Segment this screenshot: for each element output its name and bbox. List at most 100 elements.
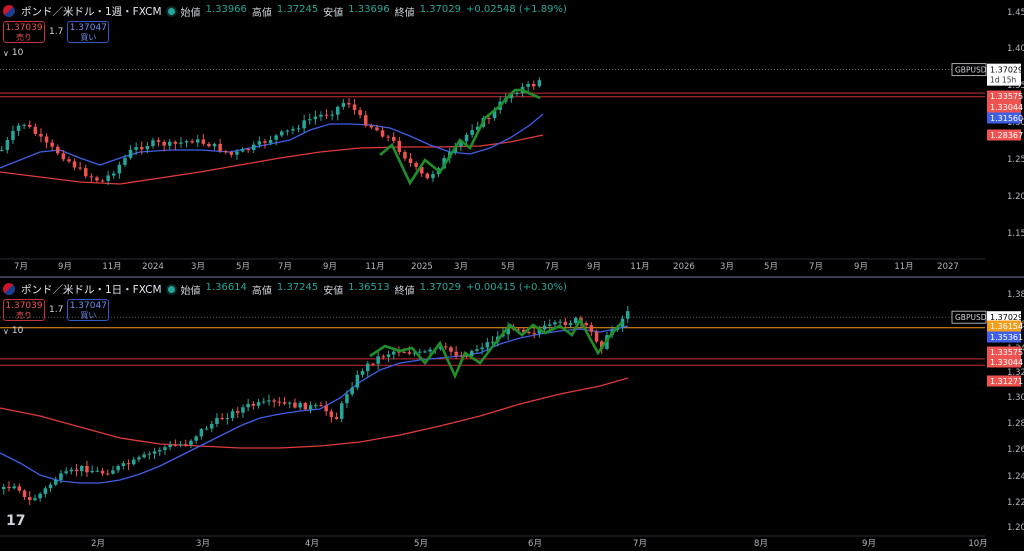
- indicator-price-tag: [987, 375, 1021, 387]
- candle-body: [163, 447, 167, 451]
- candle-body: [22, 490, 27, 498]
- pane-divider[interactable]: [0, 276, 1024, 278]
- candle-body: [485, 342, 490, 348]
- candle-body: [423, 351, 427, 353]
- candle-body: [218, 143, 222, 152]
- candle-body: [288, 402, 292, 404]
- candle-body: [470, 350, 474, 357]
- time-axis-label: 10月: [968, 539, 987, 549]
- candle-body: [256, 402, 261, 406]
- candle-body: [59, 473, 63, 480]
- indicator-price-tag: [987, 331, 1021, 343]
- price-axis-label: 1.22000: [1007, 498, 1024, 508]
- candle-body: [345, 394, 349, 404]
- candle-body: [225, 418, 230, 420]
- candle-body: [121, 463, 126, 467]
- indicator-price-tag: [987, 112, 1021, 124]
- candle-body: [54, 479, 58, 485]
- candle-body: [246, 403, 250, 408]
- candle-body: [319, 405, 323, 407]
- indicator-price-tag: [987, 356, 1021, 368]
- candle-body: [298, 402, 302, 408]
- candle-body: [56, 146, 60, 154]
- candle-body: [558, 321, 562, 323]
- daily-ohlc-values: 始値 1.36614 高値 1.37245 安値 1.36513 終値 1.37029 …: [181, 282, 567, 297]
- candle-body: [67, 159, 71, 162]
- candle-body: [11, 130, 15, 141]
- candle-body: [414, 163, 418, 167]
- candle-body: [235, 151, 239, 155]
- candle-body: [100, 470, 105, 474]
- daily-indicator-toggle[interactable]: ∨ 10: [3, 326, 23, 336]
- candle-body: [449, 347, 453, 352]
- weekly-buy-button[interactable]: 1.37047 買い: [67, 21, 110, 43]
- short-moving-average-line: [0, 113, 544, 169]
- daily-sell-button[interactable]: 1.37039 売り: [3, 299, 45, 321]
- symbol-tag-text: GBPUSD: [955, 313, 987, 322]
- candle-body: [215, 417, 219, 424]
- candle-body: [568, 323, 573, 326]
- candle-body: [64, 471, 68, 474]
- indicator-count: 10: [11, 326, 24, 336]
- candle-body: [190, 141, 194, 143]
- time-axis-label: 9月: [862, 539, 876, 549]
- candle-body: [366, 363, 370, 372]
- weekly-chart-pane[interactable]: 1.450001.400001.350001.300001.250001.200…: [0, 0, 1024, 276]
- candle-body: [480, 347, 484, 350]
- weekly-symbol-title[interactable]: ポンド／米ドル・1週・FXCM: [21, 5, 162, 18]
- gbp-usd-flag-icon: [3, 5, 15, 17]
- candle-body: [594, 331, 599, 342]
- time-axis-label: 2025: [411, 262, 433, 272]
- sell-label: 売り: [16, 33, 32, 42]
- weekly-chart-canvas[interactable]: 1.450001.400001.350001.300001.250001.200…: [0, 0, 1024, 276]
- candle-body: [308, 119, 312, 121]
- time-axis-label: 11月: [365, 262, 384, 272]
- sell-price: 1.37039: [5, 23, 43, 33]
- open-label: 始値: [180, 285, 201, 297]
- candle-body: [140, 147, 144, 150]
- time-axis-label: 7月: [14, 262, 28, 272]
- low-value: 1.36513: [348, 281, 390, 293]
- tradingview-logo-icon[interactable]: 17: [6, 513, 26, 529]
- candle-body: [291, 128, 295, 131]
- candle-body: [532, 84, 536, 87]
- candle-body: [230, 411, 235, 419]
- weekly-sell-button[interactable]: 1.37039 売り: [3, 21, 45, 43]
- time-axis-label: 5月: [764, 262, 778, 272]
- candle-body: [268, 139, 273, 143]
- open-value: 1.36614: [205, 281, 247, 293]
- time-axis-label: 2027: [937, 262, 959, 272]
- candle-body: [272, 400, 276, 402]
- candle-body: [204, 428, 209, 430]
- daily-buy-button[interactable]: 1.37047 買い: [67, 299, 110, 321]
- zigzag-pattern-line: [379, 88, 541, 186]
- candle-body: [303, 402, 308, 410]
- candle-body: [111, 470, 115, 474]
- time-axis-label: 5月: [236, 262, 250, 272]
- candle-body: [438, 346, 443, 349]
- candle-body: [282, 402, 287, 404]
- daily-chart-pane[interactable]: 1.380001.360001.340001.320001.300001.280…: [0, 278, 1024, 551]
- price-axis-label: 1.32000: [1007, 368, 1024, 378]
- candle-body: [397, 351, 401, 353]
- spread-value: 1.7: [49, 27, 64, 37]
- last-price-tag: [987, 63, 1021, 86]
- candle-body: [229, 151, 234, 155]
- candle-body: [280, 131, 284, 136]
- candle-body: [33, 498, 37, 501]
- candle-body: [340, 403, 344, 419]
- weekly-indicator-toggle[interactable]: ∨ 10: [3, 48, 23, 58]
- candle-body: [600, 341, 604, 349]
- candle-body: [189, 440, 193, 445]
- candle-body: [100, 180, 105, 182]
- symbol-tag-box: [951, 63, 987, 77]
- candle-body: [201, 139, 206, 144]
- indicator-price-text: 1.33044: [990, 103, 1023, 112]
- daily-symbol-title[interactable]: ポンド／米ドル・1日・FXCM: [21, 283, 162, 296]
- candle-body: [90, 471, 94, 473]
- daily-chart-canvas[interactable]: 1.380001.360001.340001.320001.300001.280…: [0, 278, 1024, 551]
- candle-body: [196, 139, 200, 143]
- candle-body: [589, 325, 594, 332]
- candle-body: [459, 141, 463, 147]
- candle-body: [0, 149, 4, 151]
